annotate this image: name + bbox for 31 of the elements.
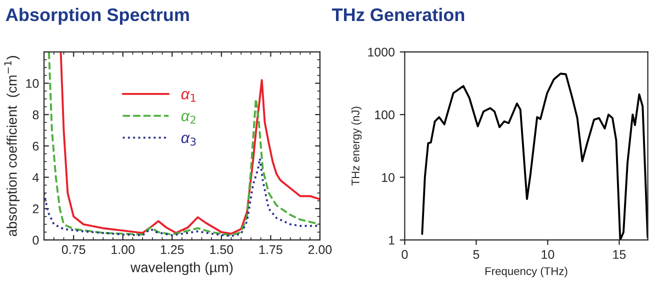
y-tick-label: 6	[32, 142, 39, 151]
line-series	[421, 72, 648, 240]
x-tick-label: 1.25	[160, 245, 184, 254]
y-tick-label: 1000	[368, 48, 395, 57]
x-tick-label: 5	[473, 250, 480, 259]
legend-label: α$_{1}$	[181, 91, 196, 102]
x-tick-label: 0.75	[62, 245, 86, 254]
x-tick-label: 0	[402, 250, 408, 259]
x-tick-label: 15	[613, 250, 626, 259]
y-tick-label: 4	[32, 173, 39, 182]
y-tick-label: 10	[382, 173, 394, 182]
x-axis-title: Frequency (THz)	[485, 266, 568, 278]
y-tick-label: 1	[388, 236, 394, 245]
x-tick-label: 2.00	[308, 245, 332, 254]
chart-title: Absorption Spectrum	[6, 8, 189, 25]
legend-label: α$_{2}$	[181, 112, 196, 124]
x-tick-label: 1.75	[259, 245, 282, 254]
y-tick-label: 8	[32, 110, 39, 120]
y-tick-label: 100	[375, 110, 395, 120]
y-tick-label: 10	[26, 79, 39, 88]
line-series	[44, 158, 320, 238]
chart-title: THz Generation	[332, 8, 464, 22]
legend-label: α$_{3}$	[181, 134, 196, 146]
y-tick-label: 2	[32, 204, 39, 214]
y-tick-label: 0	[32, 236, 39, 245]
x-axis-title: wavelength (µm)	[130, 262, 233, 275]
y-axis-title: THz energy (nJ)	[351, 106, 362, 186]
x-tick-label: 1.00	[112, 245, 135, 254]
x-tick-label: 1.50	[210, 245, 234, 254]
x-tick-label: 10	[542, 250, 554, 259]
y-axis-title: absorption coefficient (cm$^{−1}$)	[4, 56, 20, 236]
